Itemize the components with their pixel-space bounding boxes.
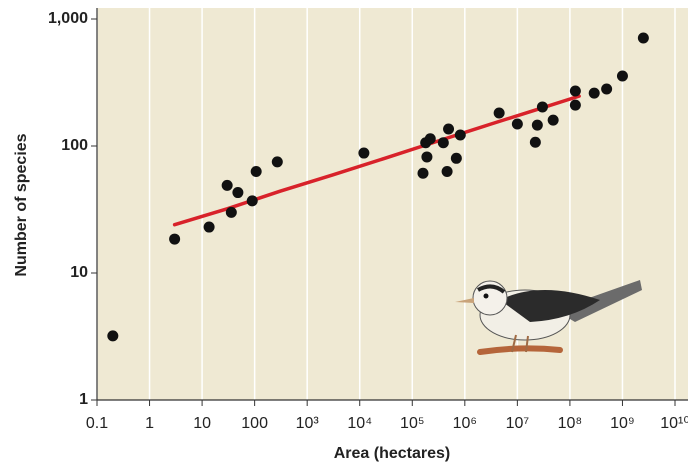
data-point bbox=[589, 88, 600, 99]
data-point bbox=[358, 148, 369, 159]
chart: Area (hectares) Number of species 0.1 1 10… bbox=[0, 0, 688, 465]
data-point bbox=[425, 133, 436, 144]
x-tick-label: 10⁴ bbox=[347, 415, 372, 432]
data-point bbox=[537, 101, 548, 112]
x-tick-label: 1 bbox=[145, 415, 154, 432]
x-tick-label: 10⁸ bbox=[558, 415, 583, 432]
data-point bbox=[617, 70, 628, 81]
y-tick-label: 1 bbox=[79, 391, 88, 408]
data-point bbox=[222, 180, 233, 191]
x-tick-label: 0.1 bbox=[86, 415, 108, 432]
data-point bbox=[169, 234, 180, 245]
data-point bbox=[570, 100, 581, 111]
x-tick-label: 10⁵ bbox=[400, 415, 424, 432]
x-axis-label: Area (hectares) bbox=[334, 445, 451, 462]
data-point bbox=[451, 153, 462, 164]
x-tick-label: 10¹⁰ bbox=[660, 415, 688, 432]
y-tick-label: 1,000 bbox=[48, 10, 88, 27]
y-tick-label: 10 bbox=[70, 264, 88, 281]
data-point bbox=[455, 130, 466, 141]
data-point bbox=[494, 107, 505, 118]
data-point bbox=[107, 330, 118, 341]
data-point bbox=[530, 137, 541, 148]
data-point bbox=[232, 187, 243, 198]
y-tick-label: 100 bbox=[61, 137, 88, 154]
x-tick-label: 10 bbox=[193, 415, 211, 432]
data-point bbox=[421, 151, 432, 162]
y-axis-label: Number of species bbox=[13, 133, 30, 276]
data-point bbox=[601, 84, 612, 95]
data-point bbox=[272, 156, 283, 167]
data-point bbox=[638, 33, 649, 44]
data-point bbox=[204, 222, 215, 233]
plot-background bbox=[97, 8, 688, 400]
data-point bbox=[442, 166, 453, 177]
data-point bbox=[443, 124, 454, 135]
data-point bbox=[251, 166, 262, 177]
data-point bbox=[548, 115, 559, 126]
data-point bbox=[532, 120, 543, 131]
x-tick-label: 10⁶ bbox=[453, 415, 477, 432]
x-tick-label: 100 bbox=[241, 415, 268, 432]
x-tick-label: 10³ bbox=[296, 415, 320, 432]
x-tick-label: 10⁹ bbox=[610, 415, 635, 432]
data-point bbox=[226, 207, 237, 218]
data-point bbox=[512, 119, 523, 130]
data-point bbox=[417, 168, 428, 179]
data-point bbox=[570, 86, 581, 97]
data-point bbox=[438, 137, 449, 148]
x-tick-label: 10⁷ bbox=[506, 415, 530, 432]
data-point bbox=[247, 195, 258, 206]
